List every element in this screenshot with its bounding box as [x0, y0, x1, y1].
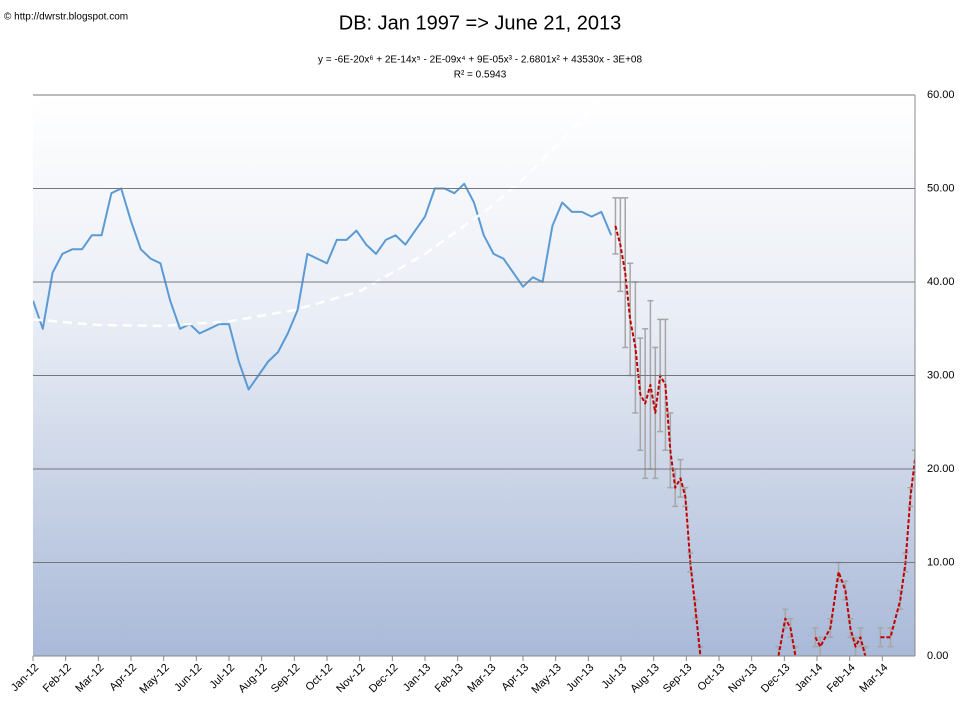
y-tick-label: 40.00: [927, 276, 955, 288]
x-tick-label: May-12: [137, 662, 171, 696]
x-tick-label: Jun-12: [172, 662, 204, 694]
x-tick-label: Feb-14: [825, 662, 858, 695]
series-line: [33, 95, 603, 328]
x-tick-label: Apr-12: [107, 662, 139, 694]
x-tick-label: Sep-12: [269, 662, 303, 696]
x-tick-label: Apr-13: [499, 662, 531, 694]
y-tick-label: 0.00: [927, 650, 948, 662]
x-tick-label: Feb-13: [433, 662, 466, 695]
x-tick-label: Oct-12: [303, 662, 335, 694]
x-tick-label: Oct-13: [695, 662, 727, 694]
x-tick-label: Dec-12: [367, 662, 401, 696]
x-tick-label: May-13: [529, 662, 563, 696]
x-tick-label: Nov-12: [334, 662, 368, 696]
x-tick-label: Jan-14: [793, 662, 825, 694]
equation: y = -6E-20x⁶ + 2E-14x⁵ - 2E-09x⁴ + 9E-05…: [318, 55, 643, 66]
x-tick-label: Mar-13: [465, 662, 498, 695]
x-tick-label: Jan-12: [9, 662, 41, 694]
series-line: [614, 225, 915, 656]
x-tick-label: Jun-13: [564, 662, 596, 694]
chart-title: DB: Jan 1997 => June 21, 2013: [339, 12, 621, 34]
x-tick-label: Dec-13: [759, 662, 793, 696]
error-bar: [877, 627, 884, 648]
x-tick-label: Feb-12: [41, 662, 74, 695]
x-tick-label: Jan-13: [401, 662, 433, 694]
r-squared: R² = 0.5943: [454, 70, 507, 81]
error-bar: [622, 197, 629, 349]
y-tick-label: 30.00: [927, 369, 955, 381]
y-tick-label: 20.00: [927, 463, 955, 475]
source: © http://dwrstr.blogspot.com: [4, 12, 128, 23]
x-tick-label: Aug-13: [628, 662, 662, 696]
x-tick-label: Aug-12: [236, 662, 270, 696]
y-tick-label: 50.00: [927, 182, 955, 194]
x-tick-label: Mar-12: [73, 662, 106, 695]
y-tick-label: 60.00: [927, 89, 955, 101]
x-tick-label: Sep-13: [661, 662, 695, 696]
x-tick-label: Jul-13: [599, 662, 629, 692]
error-bar: [812, 627, 819, 648]
y-tick-label: 10.00: [927, 556, 955, 568]
series-layer: [33, 95, 915, 656]
error-bar: [862, 645, 869, 656]
x-tick-label: Nov-13: [726, 662, 760, 696]
error-bar: [817, 636, 824, 656]
series-line: [33, 182, 613, 391]
x-tick-label: Mar-14: [857, 662, 890, 695]
x-tick-label: Jul-12: [207, 662, 237, 692]
